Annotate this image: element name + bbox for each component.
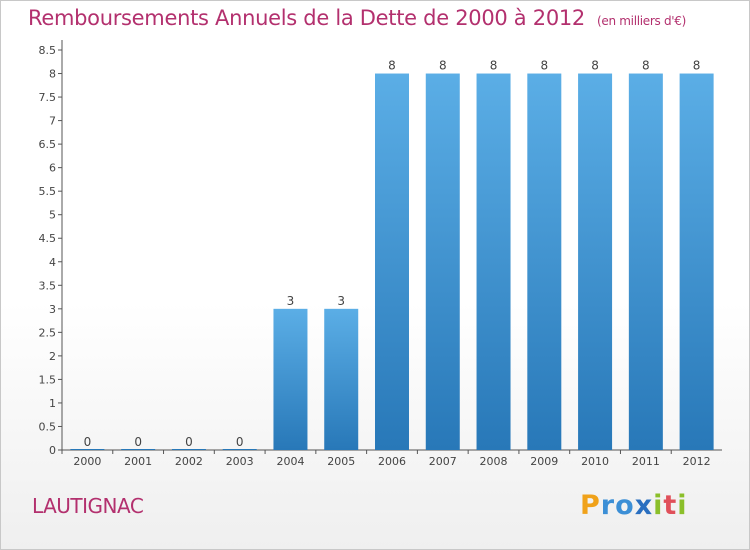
y-tick-label: 3.5 — [39, 279, 57, 292]
x-tick-label: 2003 — [226, 455, 254, 468]
bar — [70, 449, 105, 450]
proxiti-logo: Proxiti — [580, 490, 688, 521]
x-tick-label: 2011 — [632, 455, 660, 468]
y-tick-label: 6 — [49, 162, 56, 175]
x-tick-label: 2004 — [276, 455, 304, 468]
y-tick-label: 0.5 — [39, 420, 57, 433]
y-tick-label: 1 — [49, 397, 56, 410]
bar-value-label: 0 — [84, 435, 92, 449]
x-tick-label: 2006 — [378, 455, 406, 468]
y-tick-label: 7 — [49, 115, 56, 128]
chart-subtitle: (en milliers d'€) — [597, 14, 687, 28]
bar — [425, 73, 460, 450]
y-tick-label: 8 — [49, 68, 56, 81]
bar — [324, 308, 359, 450]
x-tick-label: 2005 — [327, 455, 355, 468]
y-tick-label: 4.5 — [39, 232, 57, 245]
bar — [121, 449, 156, 450]
y-tick-label: 4 — [49, 256, 56, 269]
x-tick-label: 2008 — [480, 455, 508, 468]
y-tick-label: 7.5 — [39, 91, 57, 104]
y-tick-label: 2.5 — [39, 326, 57, 339]
y-tick-label: 0 — [49, 444, 56, 457]
bar-value-label: 8 — [642, 59, 650, 73]
bar-value-label: 8 — [540, 59, 548, 73]
y-tick-label: 3 — [49, 303, 56, 316]
y-tick-label: 5.5 — [39, 185, 57, 198]
bar — [628, 73, 663, 450]
y-tick-label: 6.5 — [39, 138, 57, 151]
chart-title: Remboursements Annuels de la Dette de 20… — [28, 6, 686, 30]
x-tick-label: 2009 — [530, 455, 558, 468]
y-tick-label: 5 — [49, 209, 56, 222]
chart-title-text: Remboursements Annuels de la Dette de 20… — [28, 6, 585, 30]
bar — [578, 73, 613, 450]
x-tick-label: 2000 — [73, 455, 101, 468]
bar-value-label: 8 — [388, 59, 396, 73]
bar-value-label: 8 — [591, 59, 599, 73]
bar-value-label: 0 — [236, 435, 244, 449]
x-tick-label: 2001 — [124, 455, 152, 468]
bar-value-label: 3 — [287, 294, 295, 308]
y-tick-label: 8.5 — [39, 44, 57, 57]
bar-value-label: 8 — [439, 59, 447, 73]
bar — [375, 73, 409, 450]
x-tick-label: 2010 — [581, 455, 609, 468]
commune-name: LAUTIGNAC — [32, 494, 144, 518]
bar — [476, 73, 511, 450]
x-tick-label: 2007 — [429, 455, 457, 468]
bar-value-label: 0 — [185, 435, 193, 449]
x-tick-label: 2012 — [683, 455, 711, 468]
bar-value-label: 3 — [337, 294, 345, 308]
bar — [222, 449, 257, 450]
bar — [273, 308, 308, 450]
bar — [527, 73, 562, 450]
bar-value-label: 0 — [134, 435, 142, 449]
y-tick-label: 2 — [49, 350, 56, 363]
bar — [679, 73, 714, 450]
bar-value-label: 8 — [490, 59, 498, 73]
x-tick-label: 2002 — [175, 455, 203, 468]
bar — [171, 449, 206, 450]
y-tick-label: 1.5 — [39, 373, 57, 386]
bar-value-label: 8 — [693, 59, 701, 73]
